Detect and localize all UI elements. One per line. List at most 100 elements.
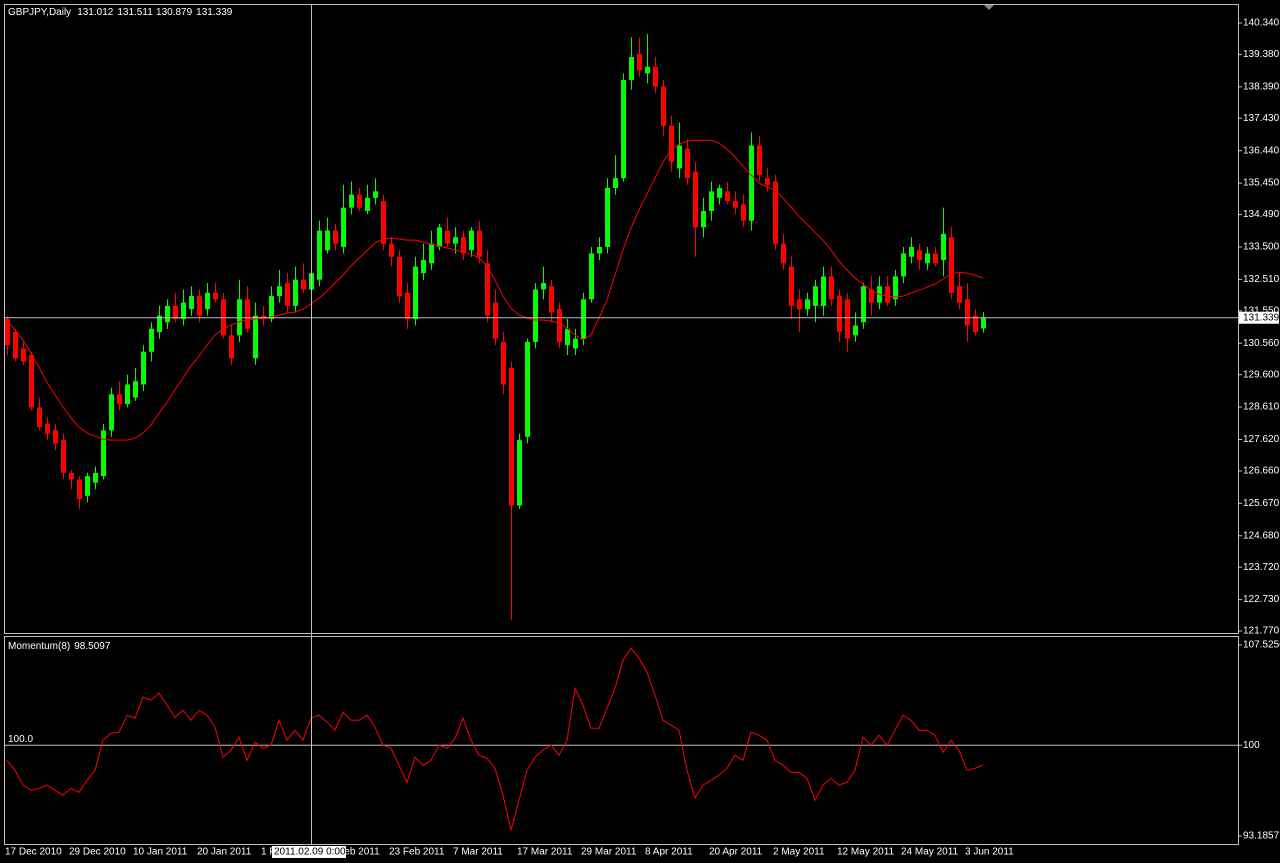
candle-body bbox=[741, 204, 746, 221]
x-tick-label: 11 Feb 2011 bbox=[325, 847, 380, 858]
candle-body bbox=[405, 292, 410, 319]
y-tick-label: 127.620 bbox=[1243, 434, 1280, 445]
low: 130.879 bbox=[156, 7, 193, 18]
x-tick-label: 10 Jan 2011 bbox=[133, 847, 188, 858]
candle-body bbox=[429, 243, 434, 264]
x-tick-label: 7 Mar 2011 bbox=[453, 847, 503, 858]
candle-body bbox=[37, 407, 42, 428]
candle-body bbox=[253, 315, 258, 359]
candle-body bbox=[453, 237, 458, 244]
x-tick-label: 29 Dec 2010 bbox=[69, 847, 126, 858]
candle-body bbox=[349, 194, 354, 208]
candle-body bbox=[669, 125, 674, 162]
momentum-layer: 107.5256 100 93.1857 100.0 bbox=[5, 640, 1280, 842]
y-tick-label: 138.390 bbox=[1243, 81, 1280, 92]
candle-body bbox=[637, 53, 642, 71]
candle-body bbox=[597, 246, 602, 254]
candle-body bbox=[29, 355, 34, 408]
candle-body bbox=[485, 263, 490, 316]
candle-body bbox=[797, 299, 802, 310]
candle-body bbox=[541, 282, 546, 290]
candle-body bbox=[13, 332, 18, 359]
candle-body bbox=[149, 328, 154, 352]
momentum-line bbox=[6, 647, 984, 831]
y-tick-label: 131.550 bbox=[1243, 305, 1280, 316]
candle-body bbox=[437, 227, 442, 247]
candle-body bbox=[53, 430, 58, 444]
candle-body bbox=[229, 335, 234, 359]
bid-label: 131.339 bbox=[1243, 312, 1280, 323]
candle-body bbox=[277, 286, 282, 297]
bid-label-box bbox=[1239, 311, 1279, 324]
candle-body bbox=[661, 86, 666, 126]
candle-body bbox=[381, 201, 386, 244]
candle-body bbox=[157, 315, 162, 333]
candle-body bbox=[469, 230, 474, 251]
x-tick-label: 17 Dec 2010 bbox=[5, 847, 62, 858]
high: 131.511 bbox=[117, 7, 153, 18]
candle-body bbox=[893, 276, 898, 300]
candle-body bbox=[373, 191, 378, 198]
candle-body bbox=[805, 299, 810, 310]
open: 131.012 bbox=[77, 7, 114, 18]
candle-body bbox=[765, 178, 770, 185]
candle-body bbox=[909, 246, 914, 257]
candle-body bbox=[549, 286, 554, 313]
candle-body bbox=[717, 188, 722, 198]
candle-body bbox=[501, 341, 506, 385]
moving-average bbox=[6, 139, 984, 441]
candle-body bbox=[917, 250, 922, 261]
y-tick-label: 133.500 bbox=[1243, 242, 1280, 253]
candle-body bbox=[709, 191, 714, 211]
y-tick-label: 122.730 bbox=[1243, 594, 1280, 605]
candle-body bbox=[853, 325, 858, 336]
candle-body bbox=[493, 302, 498, 339]
candle-body bbox=[901, 253, 906, 277]
candle-body bbox=[413, 266, 418, 319]
candle-body bbox=[61, 440, 66, 473]
candle-body bbox=[509, 368, 514, 506]
candle-body bbox=[269, 296, 274, 319]
y-tick-label: 100 bbox=[1243, 740, 1260, 751]
candle-body bbox=[21, 348, 26, 362]
price-layer: 140.340 139.380 138.390 137.430 136.440 135.4… bbox=[5, 18, 1280, 637]
candle-body bbox=[341, 207, 346, 247]
candle-body bbox=[757, 145, 762, 175]
y-tick-label: 136.440 bbox=[1243, 145, 1280, 156]
candle-body bbox=[941, 233, 946, 261]
candle-body bbox=[885, 286, 890, 303]
candle-body bbox=[565, 328, 570, 346]
candle-body bbox=[93, 472, 98, 483]
candle-body bbox=[213, 292, 218, 300]
x-tick-label: 24 May 2011 bbox=[901, 847, 959, 858]
candle-body bbox=[445, 230, 450, 244]
crosshair-time-box bbox=[272, 846, 346, 858]
y-tick-label: 128.610 bbox=[1243, 402, 1280, 413]
candle-body bbox=[837, 296, 842, 333]
candle-body bbox=[613, 178, 618, 189]
candle-body bbox=[645, 66, 650, 74]
x-tick-label: 3 Jun 2011 bbox=[965, 847, 1014, 858]
y-tick-label: 129.600 bbox=[1243, 369, 1280, 380]
candle-body bbox=[925, 253, 930, 264]
candle-body bbox=[165, 305, 170, 323]
candle-body bbox=[957, 286, 962, 303]
candle-body bbox=[861, 286, 866, 323]
y-tick-label: 135.450 bbox=[1243, 178, 1280, 189]
candle-body bbox=[109, 394, 114, 431]
candle-body bbox=[421, 260, 426, 274]
candle-body bbox=[85, 476, 90, 496]
candle-body bbox=[789, 266, 794, 306]
candle-body bbox=[981, 317, 986, 329]
y-tick-label: 93.1857 bbox=[1243, 831, 1280, 842]
candle-body bbox=[125, 384, 130, 405]
candle-body bbox=[133, 381, 138, 398]
y-tick-label: 137.430 bbox=[1243, 113, 1280, 124]
candle-body bbox=[773, 181, 778, 244]
y-tick-label: 126.660 bbox=[1243, 466, 1280, 477]
candle-body bbox=[173, 305, 178, 319]
candle-body bbox=[821, 276, 826, 306]
candle-body bbox=[581, 299, 586, 339]
candle-body bbox=[845, 299, 850, 339]
candle-body bbox=[77, 479, 82, 500]
